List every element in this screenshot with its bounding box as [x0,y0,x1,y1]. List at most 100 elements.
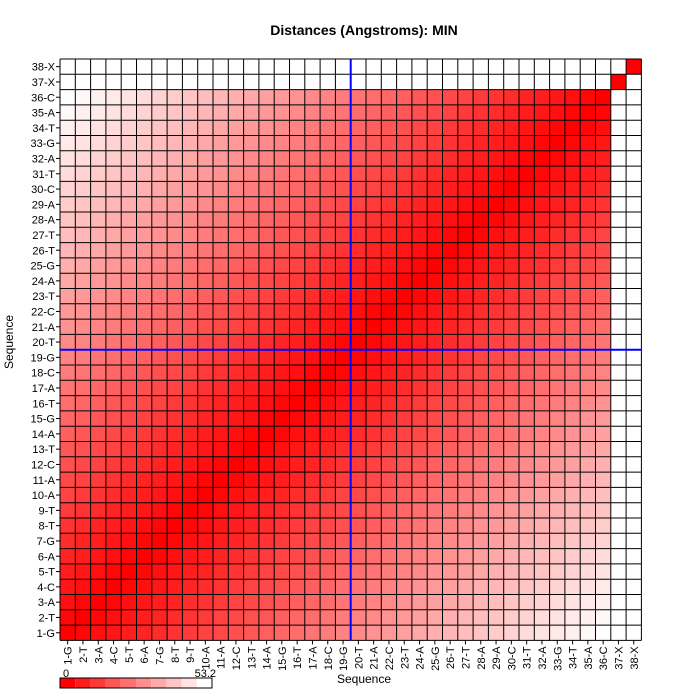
heatmap-cell [243,518,259,534]
heatmap-cell [90,227,106,243]
heatmap-cell [396,150,412,167]
heatmap-cell [534,89,550,105]
heatmap-cell [60,181,76,197]
heatmap-cell [626,74,642,90]
heatmap-cell [595,380,611,396]
heatmap-cell [213,395,229,411]
heatmap-cell [411,166,428,182]
heatmap-cell [366,288,382,304]
heatmap-cell [457,518,474,534]
heatmap-cell [151,334,168,350]
heatmap-cell [335,59,351,75]
heatmap-cell [228,563,244,580]
heatmap-cell [151,472,168,488]
heatmap-cell [60,472,76,488]
y-tick-label: 1-G [37,628,55,640]
heatmap-cell [60,426,76,442]
heatmap-cell [411,150,428,167]
heatmap-cell [197,365,213,381]
heatmap-cell [75,242,91,258]
heatmap-cell [60,349,76,365]
heatmap-cell [60,365,76,381]
heatmap-cell [320,135,336,151]
heatmap-cell [442,227,458,243]
heatmap-cell [75,410,91,427]
heatmap-cell [427,502,443,518]
heatmap-cell [626,59,642,75]
heatmap-cell [580,89,596,105]
heatmap-cell [595,319,611,335]
heatmap-cell [442,104,458,121]
heatmap-cell [121,456,137,473]
heatmap-cell [75,548,91,564]
heatmap-cell [274,303,290,320]
heatmap-cell [457,89,474,105]
heatmap-cell [350,273,366,289]
heatmap-cell [411,365,428,381]
heatmap-cell [320,212,336,228]
heatmap-cell [320,456,336,473]
heatmap-cell [457,579,474,595]
heatmap-cell [503,426,519,442]
heatmap-cell [396,74,412,90]
heatmap-cell [427,89,443,105]
heatmap-cell [549,303,565,320]
heatmap-cell [243,502,259,518]
heatmap-cell [335,349,351,365]
heatmap-cell [105,319,122,335]
y-tick-label: 38-X [32,62,56,74]
heatmap-cell [167,441,183,457]
heatmap-cell [519,334,535,350]
heatmap-cell [564,227,581,243]
heatmap-cell [473,456,489,473]
heatmap-cell [136,59,152,75]
heatmap-cell [549,242,565,258]
x-tick-label: 9-T [185,646,197,663]
heatmap-cell [595,166,611,182]
heatmap-cell [503,257,519,274]
heatmap-cell [427,212,443,228]
heatmap-cell [411,334,428,350]
heatmap-cell [549,441,565,457]
heatmap-cell [105,288,122,304]
heatmap-cell [213,273,229,289]
heatmap-cell [320,303,336,320]
heatmap-cell [335,533,351,549]
heatmap-cell [105,426,122,442]
heatmap-cell [488,59,504,75]
heatmap-cell [595,365,611,381]
heatmap-cell [503,395,519,411]
heatmap-cell [304,533,321,549]
heatmap-cell [488,319,504,335]
heatmap-cell [396,120,412,136]
heatmap-cell [534,349,550,365]
heatmap-cell [411,502,428,518]
heatmap-cell [274,89,290,105]
heatmap-cell [366,349,382,365]
heatmap-cell [197,59,213,75]
x-tick-label: 27-T [460,646,472,669]
heatmap-cell [396,518,412,534]
heatmap-cell [350,548,366,564]
heatmap-cell [519,319,535,335]
heatmap-cell [60,74,76,90]
heatmap-cell [549,74,565,90]
heatmap-cell [243,625,259,641]
heatmap-cell [488,166,504,182]
x-tick-label: 37-X [613,646,625,670]
x-tick-label: 32-A [537,646,549,670]
heatmap-cell [197,257,213,274]
heatmap-cell [90,242,106,258]
heatmap-cell [350,380,366,396]
heatmap-cell [136,212,152,228]
heatmap-cell [473,227,489,243]
heatmap-cell [121,533,137,549]
heatmap-cell [151,380,168,396]
heatmap-cell [243,74,259,90]
heatmap-cell [626,303,642,320]
x-tick-label: 24-A [415,646,427,670]
heatmap-cell [167,120,183,136]
heatmap-cell [350,150,366,167]
heatmap-cell [350,89,366,105]
heatmap-cell [396,533,412,549]
